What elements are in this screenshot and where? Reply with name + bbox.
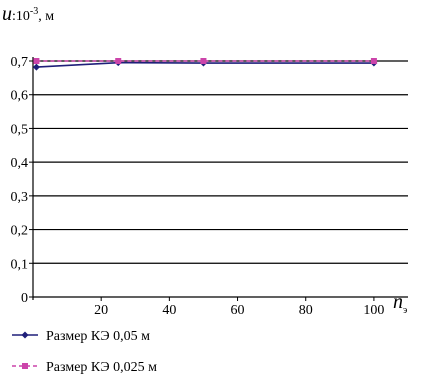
series-group	[32, 58, 378, 71]
y-tick-label: 0,4	[11, 156, 29, 171]
legend-label: Размер КЭ 0,025 м	[46, 360, 157, 375]
legend-item: Размер КЭ 0,05 м	[12, 329, 150, 344]
x-tick-label: 100	[363, 303, 384, 318]
x-axis-variable: n	[393, 291, 403, 313]
x-tick-label: 40	[162, 303, 176, 318]
y-tick-label: 0	[21, 291, 28, 306]
y-tick-label: 0,7	[11, 55, 29, 70]
data-point	[115, 58, 122, 64]
grid-lines	[33, 60, 408, 264]
legend-item: Размер КЭ 0,025 м	[12, 360, 157, 375]
data-point	[200, 58, 207, 64]
x-tick-label: 80	[299, 303, 313, 318]
x-tick-label: 20	[94, 303, 108, 318]
y-tick-label: 0,6	[11, 89, 29, 104]
y-axis-unit: , м	[38, 9, 54, 24]
x-tick-label: 60	[231, 303, 245, 318]
y-axis-exponent: -3	[30, 6, 38, 17]
legend: Размер КЭ 0,05 м Размер КЭ 0,025 м	[12, 329, 157, 375]
legend-label: Размер КЭ 0,05 м	[46, 329, 150, 344]
data-point	[370, 58, 377, 64]
y-axis-label: u:10-3, м	[2, 3, 54, 25]
y-tick-label: 0,5	[11, 122, 29, 137]
series-line	[36, 61, 374, 68]
x-axis-label: nэ	[393, 291, 407, 316]
y-tick-labels: 0 0,1 0,2 0,3 0,4 0,5 0,6 0,7	[11, 55, 29, 306]
x-tick-labels: 20 40 60 80 100	[94, 303, 384, 318]
y-tick-label: 0,1	[11, 257, 29, 272]
y-axis-base: :10	[12, 9, 30, 24]
series-2	[33, 58, 377, 64]
x-axis-subscript: э	[403, 305, 407, 316]
y-tick-label: 0,2	[11, 224, 29, 239]
y-axis-variable: u	[2, 3, 12, 25]
data-point	[33, 58, 40, 64]
axes	[29, 57, 408, 301]
legend-marker	[21, 331, 29, 339]
legend-marker	[22, 363, 28, 369]
y-tick-label: 0,3	[11, 190, 29, 205]
data-point	[32, 63, 40, 71]
